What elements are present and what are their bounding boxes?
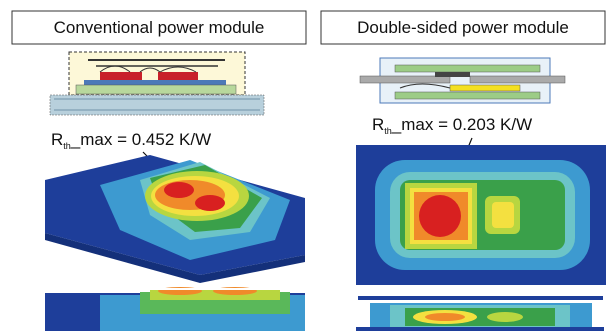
rth-label: Rth_max = 0.203 K/W — [372, 115, 532, 136]
double-sided-heatmap — [356, 145, 606, 285]
panel-title: Conventional power module — [54, 18, 265, 37]
rth-subscript: th — [63, 141, 71, 151]
conventional-cross-section — [45, 287, 305, 331]
rth-text: _max = 0.203 K/W — [391, 115, 532, 134]
panel-title: Double-sided power module — [357, 18, 569, 37]
rth-symbol: R — [51, 130, 63, 149]
rth-label: Rth_max = 0.452 K/W — [51, 130, 211, 151]
double-sided-cross-section — [356, 296, 604, 331]
conventional-heatmap — [45, 155, 305, 283]
figure: Conventional power module Double-sided p… — [0, 0, 616, 331]
rth-symbol: R — [372, 115, 384, 134]
double-sided-schematic — [360, 58, 565, 103]
conventional-schematic — [50, 52, 264, 115]
rth-text: _max = 0.452 K/W — [70, 130, 211, 149]
rth-subscript: th — [384, 126, 392, 136]
